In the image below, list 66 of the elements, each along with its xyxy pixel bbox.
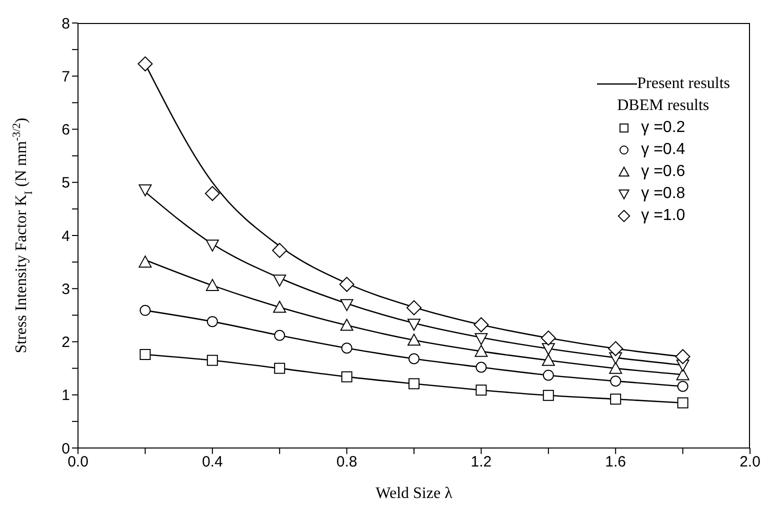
point xyxy=(138,184,152,196)
y-tick-label: 3 xyxy=(62,280,70,298)
point xyxy=(274,362,286,374)
point xyxy=(273,300,286,313)
x-tick-label: 0.0 xyxy=(68,454,88,471)
x-tick-label: 1.6 xyxy=(605,454,626,471)
point xyxy=(341,342,352,354)
point xyxy=(609,362,622,374)
point xyxy=(542,354,555,366)
point xyxy=(542,370,554,381)
point xyxy=(206,354,218,366)
point xyxy=(677,380,688,392)
point xyxy=(676,368,690,380)
x-tick-label: 0.4 xyxy=(202,454,223,471)
y-tick-label: 6 xyxy=(62,122,70,139)
point xyxy=(474,344,488,357)
legend-title: DBEM results xyxy=(617,96,710,116)
point xyxy=(542,390,554,401)
y-tick-label: 5 xyxy=(62,174,70,192)
legend-label: γ =0.4 xyxy=(641,140,686,160)
point xyxy=(140,349,151,360)
x-tick-label: 1.2 xyxy=(470,454,492,471)
x-tick-label: 2.0 xyxy=(740,454,760,471)
point xyxy=(206,240,219,252)
point xyxy=(206,316,218,328)
point xyxy=(610,394,622,405)
y-tick-label: 7 xyxy=(62,68,70,86)
point xyxy=(206,278,219,291)
point xyxy=(406,300,422,316)
point xyxy=(540,330,556,346)
y-tick-label: 4 xyxy=(62,228,70,245)
x-tick-label: 0.8 xyxy=(336,454,358,471)
legend-label: γ =0.2 xyxy=(641,118,686,138)
y-tick-label: 2 xyxy=(62,334,70,352)
point xyxy=(476,362,487,373)
point xyxy=(340,318,354,331)
point xyxy=(138,256,152,268)
y-tick-label: 0 xyxy=(62,440,70,458)
legend-label: Present results xyxy=(637,74,730,94)
point xyxy=(274,330,286,341)
point xyxy=(341,371,352,382)
point xyxy=(408,318,420,331)
point xyxy=(542,343,555,356)
point xyxy=(408,378,420,390)
y-tick-label: 1 xyxy=(62,387,70,404)
point xyxy=(408,334,420,346)
legend-label: γ =1.0 xyxy=(641,206,686,226)
point xyxy=(608,341,624,356)
point xyxy=(340,299,354,312)
point xyxy=(138,56,153,72)
point xyxy=(272,242,288,258)
point xyxy=(675,349,690,364)
point xyxy=(474,317,489,332)
y-tick-label: 8 xyxy=(62,15,70,32)
legend-label: γ =0.8 xyxy=(641,184,686,204)
x-axis-title: Weld Size λ xyxy=(376,485,453,502)
point xyxy=(610,376,622,387)
legend-label: γ =0.6 xyxy=(641,162,686,182)
point xyxy=(339,276,354,292)
point xyxy=(408,353,420,364)
point xyxy=(273,274,286,287)
point xyxy=(474,333,488,346)
point xyxy=(476,384,487,396)
point xyxy=(677,397,688,408)
point xyxy=(204,186,220,202)
point xyxy=(140,304,151,316)
